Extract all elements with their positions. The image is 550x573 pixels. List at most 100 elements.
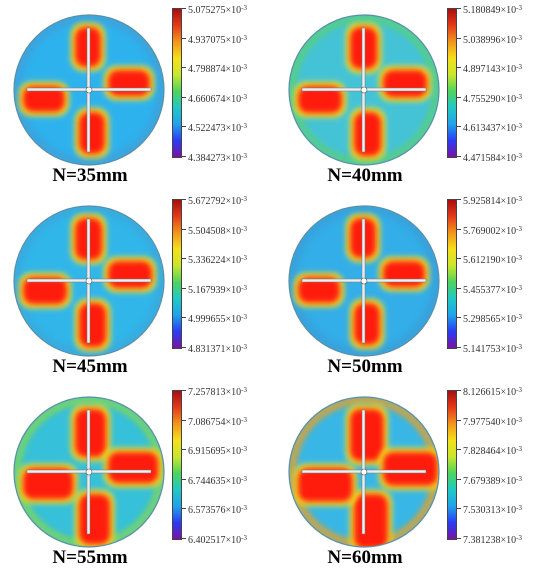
tick-value: 5.925814	[463, 196, 501, 207]
tick-multiplier: ×10	[225, 34, 242, 46]
tick-value: 4.755290	[463, 93, 501, 105]
colorbar-tick-mark	[457, 8, 461, 9]
tick-multiplier: ×10	[500, 387, 517, 398]
vessel-outline	[13, 396, 165, 548]
colorbar-tick-label: 4.522473×10-3	[188, 121, 247, 134]
high-value-region	[79, 112, 105, 154]
tick-exponent: -3	[241, 4, 247, 12]
colorbar-tick-mark	[457, 156, 461, 157]
tick-multiplier: ×10	[500, 446, 517, 458]
tick-value: 4.471584	[463, 153, 501, 164]
panel-caption: N=40mm	[327, 165, 403, 186]
contour-panel: 5.672792×10-3 5.504508×10-3 5.336224×10-3 5…	[0, 191, 275, 382]
tick-exponent: -3	[516, 92, 522, 101]
panel-caption: N=55mm	[52, 547, 128, 568]
colorbar-tick-label: 5.180849×10-3	[463, 3, 522, 16]
tick-exponent: -3	[241, 386, 247, 394]
tick-multiplier: ×10	[500, 475, 517, 487]
high-value-region	[23, 86, 65, 112]
tick-exponent: -3	[241, 195, 247, 203]
contour-plot	[288, 205, 440, 357]
colorbar-tick-mark	[182, 37, 186, 39]
tick-multiplier: ×10	[500, 284, 517, 296]
tick-value: 5.612190	[463, 255, 501, 267]
high-value-region	[75, 409, 107, 457]
tick-exponent: -3	[241, 504, 247, 513]
high-value-region	[383, 261, 425, 287]
high-value-region	[108, 452, 159, 484]
wall-region	[289, 15, 439, 165]
tick-value: 4.384273	[188, 153, 226, 164]
tick-exponent: -3	[516, 254, 522, 263]
colorbar-tick-mark	[182, 508, 186, 510]
tick-multiplier: ×10	[500, 5, 517, 16]
tick-value: 5.672792	[188, 196, 226, 207]
high-value-region	[108, 70, 150, 96]
colorbar-tick-mark	[457, 390, 461, 391]
tick-value: 5.180849	[463, 5, 501, 16]
tick-exponent: -3	[241, 254, 247, 263]
colorbar-tick-label: 4.999655×10-3	[188, 312, 247, 325]
high-value-region	[354, 112, 382, 157]
colorbar-tick-mark	[182, 228, 186, 230]
contour-plot	[288, 14, 440, 166]
colorbar-tick-label: 5.336224×10-3	[188, 253, 247, 266]
panel-caption: N=60mm	[327, 547, 403, 568]
panel-caption: N=35mm	[52, 165, 128, 186]
colorbar-tick-label: 6.915695×10-3	[188, 444, 247, 457]
high-value-region	[298, 468, 353, 502]
tick-exponent: -3	[516, 63, 522, 72]
tick-value: 7.530313	[463, 505, 501, 517]
high-value-region	[108, 261, 153, 289]
contour-panel: 7.257813×10-3 7.086754×10-3 6.915695×10-3 6…	[0, 382, 275, 573]
tick-multiplier: ×10	[225, 196, 242, 207]
tick-multiplier: ×10	[225, 93, 242, 105]
tick-exponent: -3	[516, 224, 522, 233]
colorbar	[172, 8, 182, 158]
tick-value: 5.075275	[188, 5, 226, 16]
tick-exponent: -3	[241, 343, 247, 351]
colorbar-tick-mark	[182, 419, 186, 421]
impeller-hub	[360, 277, 368, 285]
tick-multiplier: ×10	[500, 344, 517, 355]
tick-value: 5.298565	[463, 314, 501, 326]
high-value-region	[383, 452, 438, 486]
colorbar-tick-mark	[182, 67, 186, 69]
colorbar-tick-label: 6.573576×10-3	[188, 503, 247, 516]
contour-panel: 5.075275×10-3 4.937075×10-3 4.798874×10-3 4…	[0, 0, 275, 191]
tick-multiplier: ×10	[500, 64, 517, 76]
tick-value: 5.455377	[463, 284, 501, 296]
tick-value: 6.915695	[188, 446, 226, 458]
colorbar-tick-label: 4.897143×10-3	[463, 62, 522, 75]
tick-multiplier: ×10	[225, 314, 242, 326]
colorbar	[447, 390, 457, 540]
contour-panel: 5.925814×10-3 5.769002×10-3 5.612190×10-3 5…	[275, 191, 550, 382]
tick-exponent: -3	[516, 195, 522, 203]
colorbar-tick-mark	[457, 126, 461, 128]
panel-caption: N=45mm	[52, 356, 128, 377]
colorbar-tick-mark	[182, 258, 186, 260]
tick-value: 7.381238	[463, 535, 501, 546]
colorbar-tick-mark	[182, 538, 186, 539]
tick-value: 5.038996	[463, 34, 501, 46]
colorbar-tick-label: 7.257813×10-3	[188, 385, 247, 398]
tick-multiplier: ×10	[225, 255, 242, 267]
tick-value: 5.769002	[463, 225, 501, 237]
wall-region	[14, 206, 164, 356]
colorbar-tick-label: 4.755290×10-3	[463, 92, 522, 105]
tick-exponent: -3	[241, 122, 247, 131]
colorbar-tick-label: 5.167939×10-3	[188, 283, 247, 296]
colorbar-tick-mark	[182, 449, 186, 451]
high-value-region	[298, 86, 343, 114]
colorbar-tick-label: 6.402517×10-3	[188, 533, 247, 546]
high-value-region	[383, 70, 428, 98]
colorbar-tick-mark	[457, 419, 461, 421]
vessel-outline	[13, 205, 165, 357]
tick-exponent: -3	[241, 283, 247, 292]
tick-exponent: -3	[241, 152, 247, 160]
tick-value: 5.167939	[188, 284, 226, 296]
tick-value: 6.573576	[188, 505, 226, 517]
colorbar-tick-label: 7.086754×10-3	[188, 415, 247, 428]
tick-exponent: -3	[241, 313, 247, 322]
tick-multiplier: ×10	[225, 505, 242, 517]
